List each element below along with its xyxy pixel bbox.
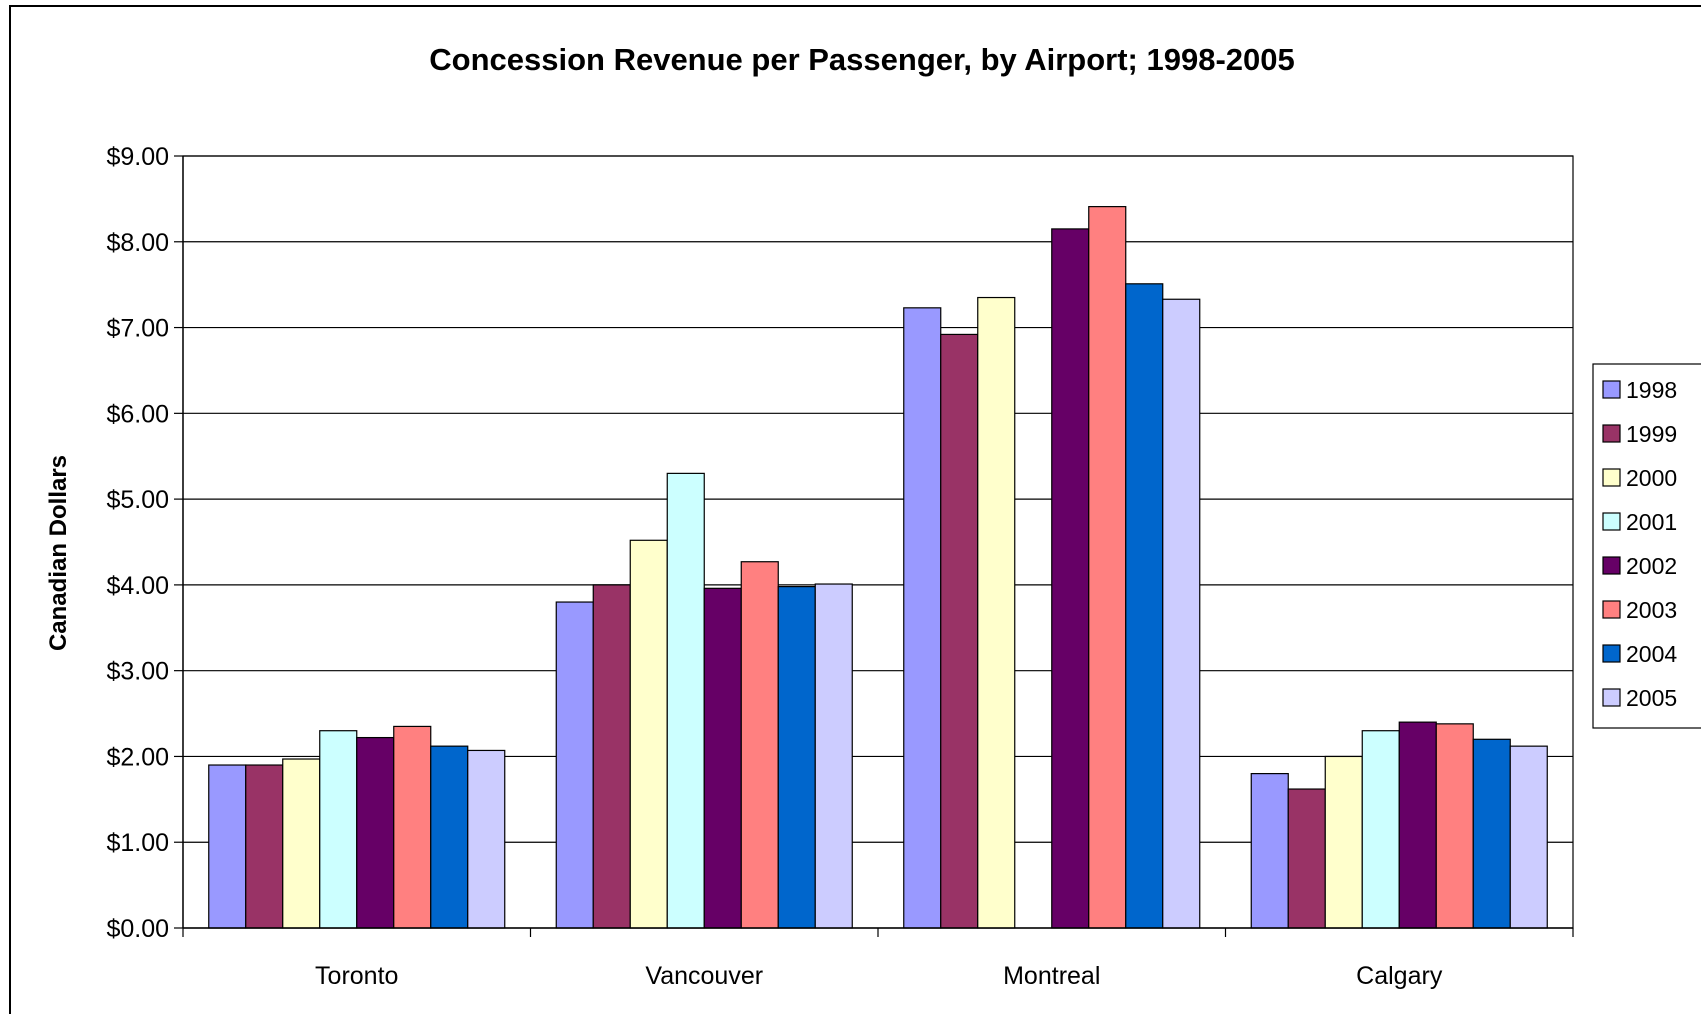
legend-label-2004: 2004	[1626, 641, 1677, 667]
bar-toronto-2003	[393, 725, 432, 929]
bar-vancouver-2002	[703, 587, 742, 929]
y-tick-label: $1.00	[106, 829, 169, 857]
bar-montreal-2004	[1125, 283, 1164, 929]
bars	[208, 206, 1548, 929]
chart-title: Concession Revenue per Passenger, by Air…	[429, 42, 1295, 77]
bar-vancouver-2004	[777, 586, 816, 929]
legend-swatch-1999	[1602, 424, 1621, 443]
x-tick-label: Montreal	[1003, 962, 1100, 990]
legend-swatch-2003	[1602, 600, 1621, 619]
bar-calgary-1998	[1250, 772, 1289, 929]
bar-toronto-1998	[208, 764, 247, 929]
bar-vancouver-2001	[666, 472, 705, 929]
legend-label-2002: 2002	[1626, 553, 1677, 579]
legend-label-2005: 2005	[1626, 685, 1677, 711]
bar-calgary-2005	[1509, 745, 1548, 929]
legend-swatch-2005	[1602, 688, 1621, 707]
x-tick-label: Calgary	[1356, 962, 1443, 990]
bar-montreal-1998	[903, 307, 942, 929]
y-tick-label: $6.00	[106, 400, 169, 428]
legend-swatch-2000	[1602, 468, 1621, 487]
bar-montreal-2002	[1051, 228, 1090, 929]
bar-montreal-2000	[977, 296, 1016, 929]
bar-toronto-2000	[282, 758, 321, 929]
bar-calgary-1999	[1287, 788, 1326, 929]
bar-montreal-2005	[1162, 298, 1201, 929]
bar-vancouver-1999	[592, 584, 631, 929]
axes	[174, 155, 1574, 937]
bar-montreal-1999	[940, 333, 979, 929]
bar-vancouver-1998	[555, 601, 594, 929]
bar-vancouver-2003	[740, 561, 779, 929]
y-tick-label: $0.00	[106, 915, 169, 943]
legend-box	[1592, 363, 1701, 729]
y-axis-label: Canadian Dollars	[45, 455, 72, 651]
bar-toronto-2004	[430, 745, 469, 929]
legend: 1998 1999 2000 2001 2002 2003 2004 2005	[1592, 363, 1701, 729]
legend-label-2000: 2000	[1626, 465, 1677, 491]
legend-label-1998: 1998	[1626, 377, 1677, 403]
x-tick-labels: Toronto Vancouver Montreal Calgary	[315, 962, 1443, 990]
bar-toronto-2002	[356, 736, 395, 929]
bar-calgary-2002	[1398, 721, 1437, 929]
x-tick-label: Vancouver	[645, 962, 763, 990]
bar-calgary-2003	[1435, 723, 1474, 929]
legend-label-2001: 2001	[1626, 509, 1677, 535]
y-tick-label: $4.00	[106, 572, 169, 600]
x-tick-label: Toronto	[315, 962, 398, 990]
legend-label-2003: 2003	[1626, 597, 1677, 623]
y-tick-labels: $0.00 $1.00 $2.00 $3.00 $4.00 $5.00 $6.00 $7.00…	[106, 143, 169, 943]
y-tick-label: $5.00	[106, 486, 169, 514]
legend-swatch-2004	[1602, 644, 1621, 663]
bar-calgary-2001	[1361, 730, 1400, 929]
bar-toronto-2005	[467, 749, 506, 929]
legend-swatch-2001	[1602, 512, 1621, 531]
legend-label-1999: 1999	[1626, 421, 1677, 447]
y-tick-label: $8.00	[106, 229, 169, 257]
y-tick-label: $3.00	[106, 658, 169, 686]
bar-vancouver-2005	[814, 583, 853, 929]
bar-calgary-2004	[1472, 738, 1511, 929]
legend-swatch-2002	[1602, 556, 1621, 575]
legend-swatch-1998	[1602, 380, 1621, 399]
bar-vancouver-2000	[629, 539, 668, 929]
y-tick-label: $9.00	[106, 143, 169, 171]
y-tick-label: $2.00	[106, 743, 169, 771]
y-tick-label: $7.00	[106, 315, 169, 343]
bar-toronto-1999	[245, 764, 284, 929]
bar-calgary-2000	[1324, 755, 1363, 929]
bar-toronto-2001	[319, 730, 358, 929]
bar-montreal-2003	[1088, 206, 1127, 929]
